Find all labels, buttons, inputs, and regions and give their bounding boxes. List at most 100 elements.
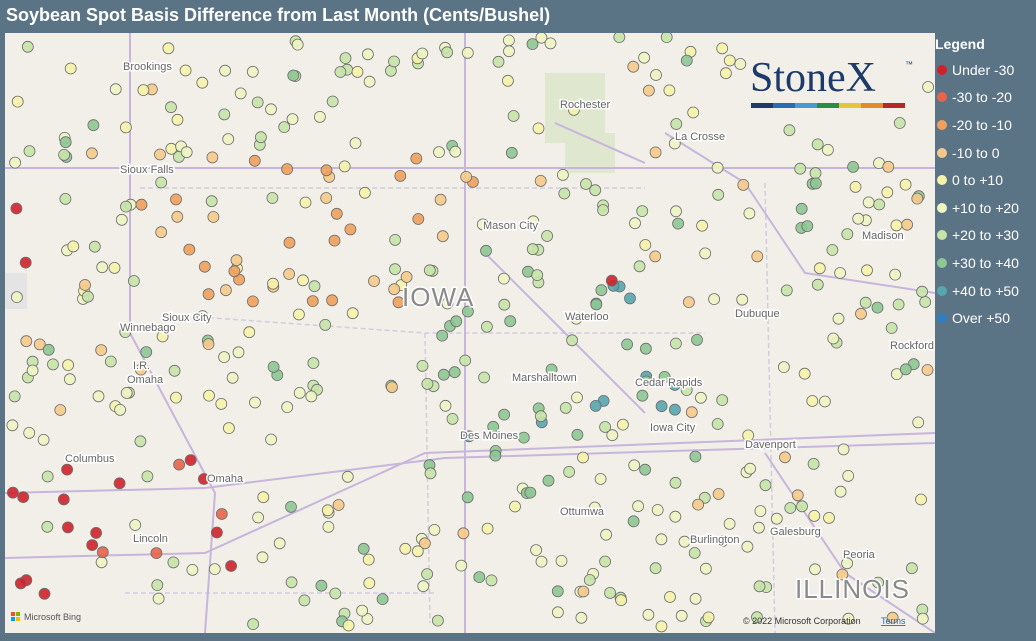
location-dot[interactable] — [675, 609, 688, 622]
location-dot[interactable] — [257, 491, 270, 504]
location-dot[interactable] — [832, 312, 845, 325]
location-dot[interactable] — [134, 363, 147, 376]
location-dot[interactable] — [628, 459, 641, 472]
location-dot[interactable] — [455, 559, 468, 572]
location-dot[interactable] — [526, 38, 539, 51]
location-dot[interactable] — [358, 186, 371, 199]
location-dot[interactable] — [196, 310, 209, 323]
location-dot[interactable] — [461, 46, 474, 59]
location-dot[interactable] — [678, 535, 691, 548]
location-dot[interactable] — [95, 344, 108, 357]
location-dot[interactable] — [254, 131, 267, 144]
location-dot[interactable] — [826, 244, 839, 256]
location-dot[interactable] — [215, 508, 228, 520]
location-dot[interactable] — [551, 585, 564, 598]
location-dot[interactable] — [186, 564, 199, 576]
location-dot[interactable] — [267, 277, 279, 290]
location-dot[interactable] — [196, 76, 209, 89]
location-dot[interactable] — [809, 167, 822, 180]
location-dot[interactable] — [480, 320, 493, 333]
location-dot[interactable] — [437, 368, 450, 381]
location-dot[interactable] — [742, 429, 755, 442]
location-dot[interactable] — [90, 526, 102, 539]
location-dot[interactable] — [535, 33, 548, 44]
location-dot[interactable] — [154, 148, 166, 161]
location-dot[interactable] — [61, 463, 73, 476]
location-dot[interactable] — [497, 272, 510, 285]
location-dot[interactable] — [135, 198, 148, 211]
location-dot[interactable] — [627, 60, 640, 73]
location-dot[interactable] — [246, 295, 259, 308]
location-dot[interactable] — [919, 296, 932, 308]
location-dot[interactable] — [361, 613, 374, 625]
location-dot[interactable] — [140, 346, 153, 359]
location-dot[interactable] — [197, 473, 210, 485]
location-dot[interactable] — [595, 284, 608, 297]
location-dot[interactable] — [680, 54, 693, 67]
location-dot[interactable] — [605, 274, 618, 287]
location-dot[interactable] — [305, 390, 318, 403]
location-dot[interactable] — [287, 69, 300, 82]
location-dot[interactable] — [439, 399, 452, 412]
location-dot[interactable] — [155, 176, 168, 189]
location-dot[interactable] — [120, 387, 133, 399]
location-dot[interactable] — [509, 500, 521, 513]
location-dot[interactable] — [810, 177, 822, 190]
location-dot[interactable] — [502, 34, 515, 47]
location-dot[interactable] — [293, 386, 306, 399]
legend-item[interactable]: -30 to -20 — [935, 84, 1035, 112]
location-dot[interactable] — [95, 556, 108, 569]
legend-item[interactable]: +40 to +50 — [935, 277, 1035, 305]
location-dot[interactable] — [173, 458, 186, 471]
location-dot[interactable] — [389, 263, 401, 276]
location-dot[interactable] — [346, 307, 359, 320]
location-dot[interactable] — [386, 381, 398, 394]
location-dot[interactable] — [198, 260, 211, 273]
location-dot[interactable] — [329, 587, 342, 600]
location-dot[interactable] — [449, 145, 462, 158]
location-dot[interactable] — [882, 160, 895, 173]
location-dot[interactable] — [753, 521, 765, 534]
location-dot[interactable] — [320, 164, 333, 177]
location-dot[interactable] — [321, 504, 334, 517]
location-dot[interactable] — [571, 391, 583, 404]
location-dot[interactable] — [334, 66, 347, 78]
location-dot[interactable] — [428, 523, 441, 536]
location-dot[interactable] — [700, 562, 712, 575]
location-dot[interactable] — [737, 178, 750, 191]
location-dot[interactable] — [544, 37, 557, 50]
location-dot[interactable] — [418, 537, 431, 550]
location-dot[interactable] — [247, 618, 260, 630]
location-dot[interactable] — [871, 301, 884, 314]
location-dot[interactable] — [421, 377, 434, 390]
location-dot[interactable] — [668, 379, 681, 391]
location-dot[interactable] — [357, 542, 370, 555]
location-dot[interactable] — [744, 462, 756, 475]
location-dot[interactable] — [795, 202, 808, 215]
location-dot[interactable] — [669, 510, 682, 523]
location-dot[interactable] — [899, 178, 912, 191]
location-dot[interactable] — [855, 307, 867, 320]
location-dot[interactable] — [320, 192, 333, 204]
location-dot[interactable] — [487, 420, 500, 433]
location-dot[interactable] — [86, 539, 99, 551]
location-dot[interactable] — [639, 239, 652, 251]
location-dot[interactable] — [617, 418, 629, 431]
location-dot[interactable] — [228, 265, 241, 278]
location-dot[interactable] — [720, 67, 732, 80]
legend-item[interactable]: +20 to +30 — [935, 222, 1035, 250]
location-dot[interactable] — [249, 396, 261, 409]
location-dot[interactable] — [86, 147, 98, 160]
location-dot[interactable] — [642, 608, 655, 621]
location-dot[interactable] — [481, 522, 494, 535]
location-dot[interactable] — [434, 193, 447, 206]
location-dot[interactable] — [389, 233, 402, 246]
location-dot[interactable] — [460, 170, 473, 183]
location-dot[interactable] — [265, 433, 278, 446]
location-dot[interactable] — [461, 491, 474, 504]
location-dot[interactable] — [822, 144, 834, 156]
location-dot[interactable] — [577, 451, 589, 464]
location-dot[interactable] — [226, 371, 239, 384]
location-dot[interactable] — [708, 293, 720, 306]
location-dot[interactable] — [363, 75, 376, 88]
